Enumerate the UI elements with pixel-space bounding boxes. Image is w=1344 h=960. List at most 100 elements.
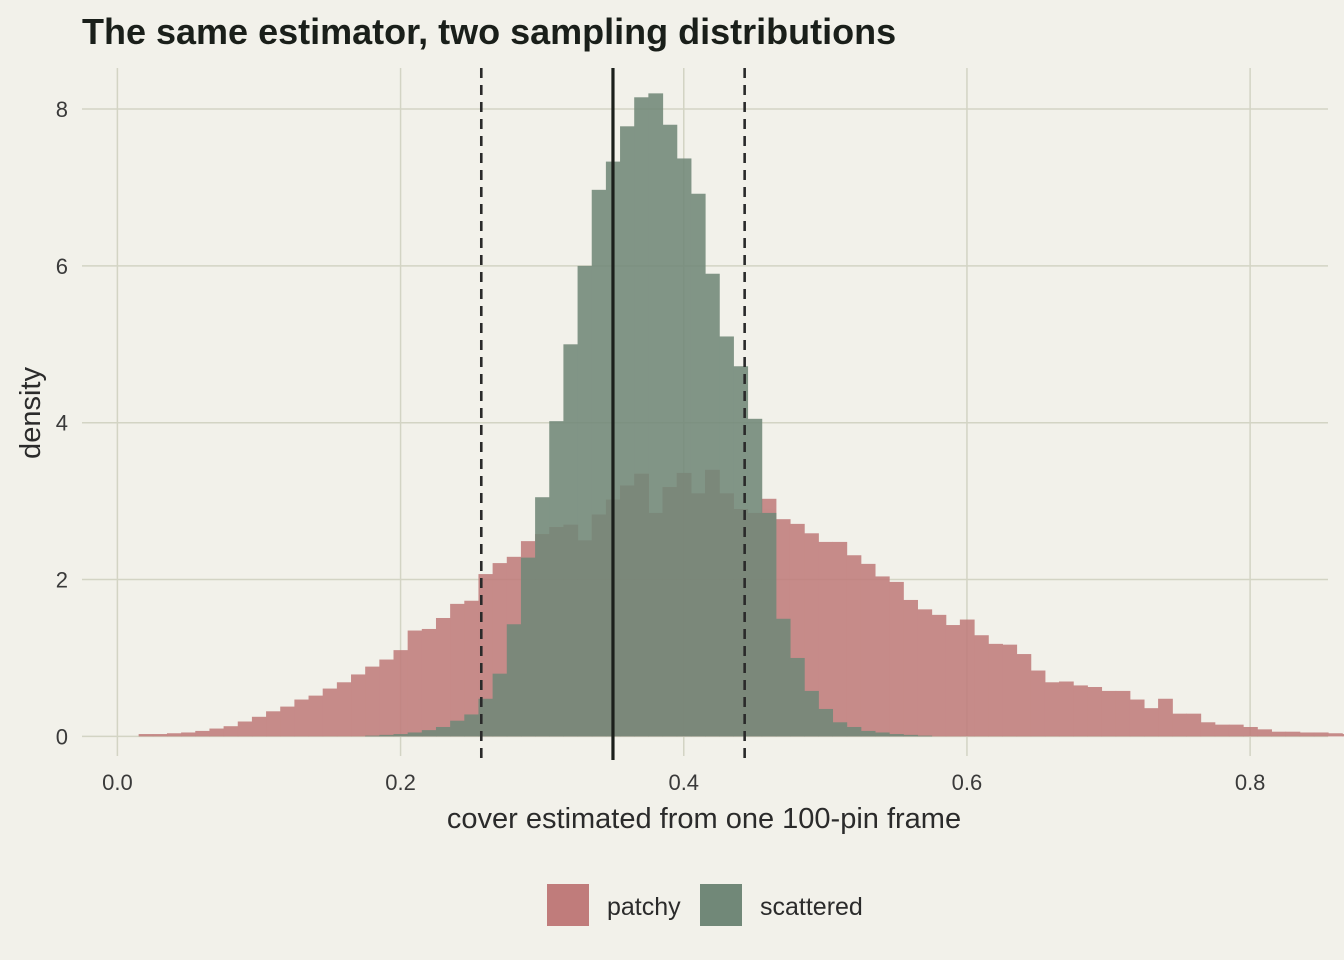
histogram-bar	[1143, 708, 1159, 737]
histogram-bar	[1016, 654, 1032, 737]
x-tick-label: 0.8	[1235, 770, 1266, 795]
histogram-bar	[634, 97, 649, 737]
histogram-bar	[322, 688, 338, 737]
histogram-bar	[917, 609, 933, 737]
histogram-bar	[563, 344, 579, 737]
histogram-bar	[1002, 644, 1018, 737]
y-axis-label: density	[15, 367, 47, 459]
histogram-bar	[308, 695, 324, 737]
histogram-bar	[846, 555, 862, 737]
x-tick-label: 0.6	[952, 770, 983, 795]
legend-swatch-scattered	[700, 884, 742, 926]
histogram-bar	[379, 734, 395, 737]
histogram-bar	[1044, 682, 1060, 737]
histogram-bar	[1030, 670, 1046, 737]
histogram-bar	[889, 734, 904, 737]
histogram-bar	[889, 581, 904, 737]
histogram-bar	[506, 624, 522, 737]
histogram-bar	[1186, 713, 1202, 737]
histogram-bar	[577, 265, 593, 737]
x-tick-label: 0.2	[385, 770, 416, 795]
legend-label-patchy: patchy	[607, 893, 681, 921]
reference-lines	[479, 68, 746, 760]
histogram-bar	[1328, 733, 1343, 737]
y-tick-label: 2	[56, 568, 68, 593]
histogram-bar	[421, 730, 437, 737]
histogram-bar	[1257, 729, 1272, 737]
histogram-bar	[209, 728, 225, 737]
histogram-bar	[152, 734, 168, 737]
histogram-bar	[818, 708, 834, 737]
histogram-bar	[1115, 690, 1131, 737]
histogram-bar	[1299, 732, 1315, 737]
histogram-bar	[789, 657, 805, 737]
histogram-bar	[478, 698, 494, 737]
histogram-bar	[138, 734, 154, 737]
histogram-bar	[1214, 724, 1230, 737]
y-tick-label: 4	[56, 411, 68, 436]
histogram-bar	[223, 726, 239, 737]
histogram-bar	[761, 512, 777, 737]
histogram-bar	[1200, 722, 1216, 737]
histogram-bar	[1243, 726, 1258, 737]
histogram-bar	[1129, 699, 1145, 737]
x-axis-ticks: 0.0 0.2 0.4 0.6 0.8	[102, 770, 1265, 795]
histogram-bar	[945, 625, 961, 737]
histogram-bar	[719, 336, 734, 737]
histogram-bar	[1313, 732, 1329, 737]
histogram-bar	[705, 273, 720, 737]
histogram-bar	[832, 541, 848, 737]
histogram-bar	[464, 714, 480, 737]
histogram-bar	[1342, 734, 1344, 737]
histogram-bar	[195, 730, 211, 737]
histogram-bar	[435, 617, 451, 737]
histogram-bar	[974, 635, 989, 737]
histogram-bar	[874, 732, 890, 737]
histogram-bar	[237, 721, 253, 737]
histogram-bar	[846, 726, 862, 737]
histogram-bar	[294, 699, 310, 737]
histogram-bar	[662, 124, 678, 737]
legend: patchy scattered	[547, 884, 863, 926]
histogram-bar	[181, 732, 196, 737]
histogram-bar	[266, 711, 281, 737]
histogram-bar	[1285, 731, 1301, 737]
histogram-bar	[280, 706, 295, 737]
histogram-bar	[393, 650, 409, 737]
histogram-bar	[393, 734, 409, 737]
histogram-bar	[690, 193, 706, 737]
histogram-bar	[818, 541, 834, 737]
histogram-bar	[804, 690, 819, 737]
y-axis-ticks: 0 2 4 6 8	[56, 97, 68, 749]
histogram-bar	[1073, 685, 1088, 737]
histogram-bar	[775, 618, 791, 737]
legend-label-scattered: scattered	[760, 893, 863, 921]
histogram-bar	[520, 557, 536, 737]
histogram-bar	[492, 673, 508, 737]
histogram-bar	[676, 158, 692, 737]
series-scattered	[365, 93, 933, 737]
histogram-bar	[1271, 731, 1287, 737]
histogram-bar	[648, 93, 664, 737]
histogram-bar	[549, 421, 565, 737]
histogram-bar	[1101, 690, 1117, 737]
histogram-bar	[1158, 698, 1173, 737]
histogram-bar	[591, 189, 607, 737]
histogram-bar	[804, 533, 819, 737]
histogram-bar	[464, 600, 480, 737]
histogram-bar	[251, 716, 267, 737]
x-tick-label: 0.0	[102, 770, 133, 795]
histogram-bar	[1058, 681, 1074, 737]
histogram-bar	[959, 619, 975, 737]
histogram-bar	[365, 735, 380, 737]
legend-swatch-patchy	[547, 884, 589, 926]
histogram-bar	[1228, 724, 1244, 737]
histogram-bar	[620, 126, 635, 737]
histogram-bar	[832, 722, 848, 737]
y-tick-label: 0	[56, 724, 68, 749]
histogram-bar	[903, 599, 918, 737]
histogram-bar	[379, 659, 395, 737]
y-tick-label: 8	[56, 97, 68, 122]
histogram-bar	[874, 576, 890, 737]
